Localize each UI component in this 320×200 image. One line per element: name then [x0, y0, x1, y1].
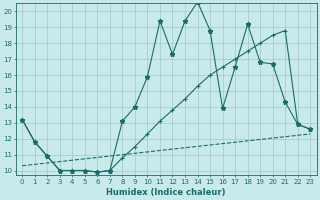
X-axis label: Humidex (Indice chaleur): Humidex (Indice chaleur) — [107, 188, 226, 197]
